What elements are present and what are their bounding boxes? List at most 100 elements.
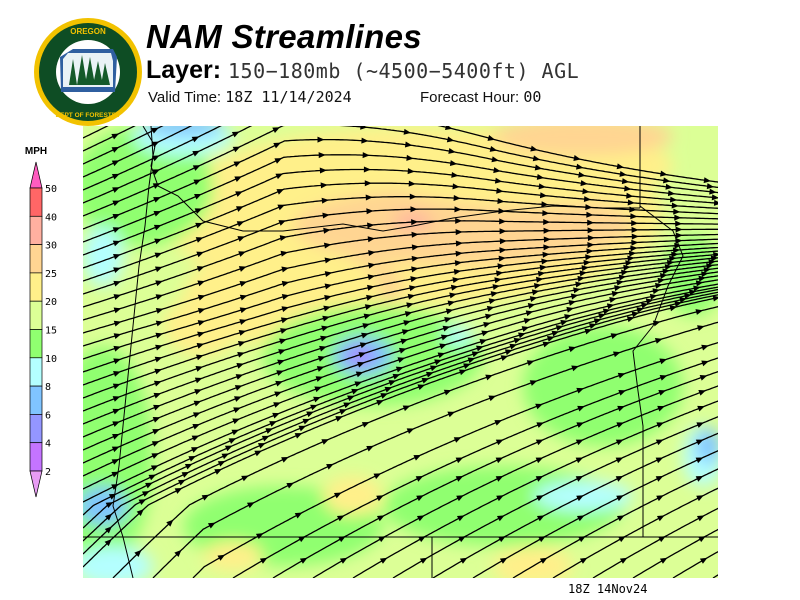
streamline-arrow <box>453 268 462 275</box>
streamline-arrow <box>576 387 584 394</box>
colorbar-tick-label: 50 <box>45 184 57 195</box>
streamline-arrow <box>321 439 329 445</box>
streamline-arrow <box>416 495 424 502</box>
streamline-arrow <box>618 536 626 543</box>
streamline-arrow <box>576 422 584 428</box>
streamline-arrow <box>560 319 568 326</box>
streamline-arrow <box>413 454 422 461</box>
streamline-arrow <box>217 461 226 467</box>
streamline-arrow <box>194 389 202 395</box>
streamline-arrow <box>241 475 249 482</box>
streamline-arrow <box>111 146 120 153</box>
forecast-hour: Forecast Hour: 00 <box>420 88 541 106</box>
svg-text:OREGON: OREGON <box>70 27 106 36</box>
streamline-arrow <box>587 227 595 234</box>
streamline-arrow <box>656 422 664 428</box>
streamline-arrow <box>498 255 506 262</box>
streamline-arrow <box>509 343 518 350</box>
streamline-arrow <box>322 212 330 219</box>
streamline-arrow <box>429 365 438 372</box>
streamline-arrow <box>446 136 455 143</box>
streamline-arrow <box>338 536 346 543</box>
streamline-arrow <box>111 160 120 167</box>
streamline-arrow <box>361 137 369 144</box>
streamline-arrow <box>279 338 287 345</box>
streamline-arrow <box>500 355 509 361</box>
colorbar-under-arrow <box>29 470 43 498</box>
streamline-arrow <box>155 344 163 351</box>
streamline-arrow <box>645 298 654 305</box>
streamline-arrow <box>236 363 244 369</box>
streamline-arrow <box>488 395 497 402</box>
streamline <box>552 487 718 578</box>
streamline-arrow <box>625 260 633 267</box>
streamline-arrow <box>449 160 458 167</box>
streamline-arrow <box>695 309 703 315</box>
streamline-arrow <box>476 345 484 352</box>
streamline-arrow <box>498 208 506 215</box>
streamline <box>392 416 718 578</box>
streamline-arrow <box>274 158 283 164</box>
streamline-arrow <box>489 146 498 152</box>
streamline-arrow <box>194 208 203 214</box>
streamline-arrow <box>407 293 416 300</box>
streamline-arrow <box>265 428 273 434</box>
oregon-department-of-forestry-logo: OREGON DEPT OF FORESTRY <box>34 18 142 126</box>
streamline-arrow <box>679 297 687 303</box>
streamline-arrow <box>280 328 288 334</box>
streamline-arrow <box>410 206 418 213</box>
streamline-arrow <box>667 259 675 266</box>
colorbar-swatch <box>29 244 43 274</box>
streamline-arrow <box>233 161 242 168</box>
streamline-arrow <box>542 210 550 217</box>
streamline-arrow <box>155 308 164 314</box>
streamline-arrow <box>536 495 544 502</box>
streamline-arrow <box>407 168 415 175</box>
streamline-arrow <box>675 237 683 244</box>
streamline-arrow <box>708 259 716 266</box>
streamline-arrow <box>479 339 488 345</box>
colorbar-tick-label: 8 <box>45 382 51 393</box>
streamline-arrow <box>224 445 233 452</box>
streamline-arrow <box>491 156 499 163</box>
streamline-arrow <box>658 536 666 543</box>
streamline-arrow <box>235 374 244 380</box>
streamline-arrow <box>458 369 467 376</box>
streamline-arrow <box>195 222 203 229</box>
streamline-arrow <box>150 465 159 471</box>
streamline-arrow <box>177 479 186 486</box>
streamline-arrow <box>355 371 364 378</box>
streamline-arrow <box>615 457 624 464</box>
streamline-arrow <box>655 282 663 289</box>
streamline-arrow <box>452 183 460 190</box>
streamline-arrow <box>367 284 375 291</box>
streamline-arrow <box>111 446 120 453</box>
streamline-arrow <box>667 190 676 197</box>
streamline-arrow <box>196 343 205 349</box>
streamline-arrow <box>652 288 660 295</box>
streamline <box>83 154 718 243</box>
svg-text:DEPT OF FORESTRY: DEPT OF FORESTRY <box>55 112 121 119</box>
streamline-arrow <box>195 237 204 243</box>
streamline-arrow <box>543 227 551 234</box>
streamline-arrow <box>365 194 373 201</box>
streamline-arrow <box>113 254 121 260</box>
streamline-arrow <box>214 469 222 475</box>
streamline-arrow <box>655 475 664 482</box>
streamline-arrow <box>695 475 704 482</box>
streamline-arrow <box>113 294 122 300</box>
streamline-arrow <box>153 224 162 231</box>
streamline-arrow <box>710 255 718 262</box>
streamline-arrow <box>277 359 285 366</box>
colorbar-swatch <box>29 385 43 415</box>
streamline-arrow <box>711 194 718 201</box>
streamline <box>83 267 718 451</box>
valid-time: Valid Time: 18Z 11/14/2024 <box>148 88 352 106</box>
streamline-arrow <box>454 206 462 213</box>
streamline-arrow <box>151 127 159 134</box>
streamline-arrow <box>401 329 410 336</box>
streamline-arrow <box>269 421 277 427</box>
streamline-arrow <box>665 183 673 190</box>
streamline-arrow <box>336 515 345 522</box>
streamline-arrow <box>533 283 542 289</box>
